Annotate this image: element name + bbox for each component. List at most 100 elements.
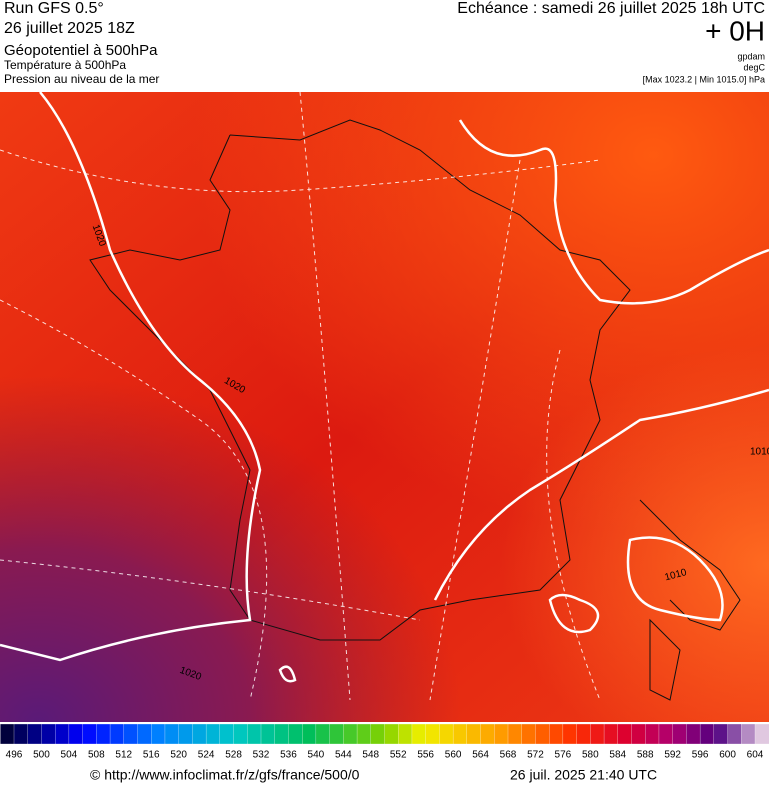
colorbar-swatch	[205, 723, 221, 745]
colorbar-swatch	[164, 723, 180, 745]
colorbar-swatch	[562, 723, 578, 745]
contour-label: 1010	[750, 447, 769, 458]
colorbar-label: 504	[61, 750, 78, 761]
colorbar-swatch	[370, 723, 386, 745]
colorbar-swatch	[233, 723, 248, 745]
colorbar-label: 552	[390, 750, 407, 761]
colorbar-swatch	[741, 723, 756, 745]
footer: © http://www.infoclimat.fr/z/gfs/france/…	[90, 767, 657, 783]
colorbar-swatch	[699, 723, 715, 745]
unit: degC	[743, 62, 765, 72]
colorbar-swatch	[549, 723, 564, 745]
colorbar-swatch	[617, 723, 633, 745]
colorbar-swatch	[384, 723, 399, 745]
colorbar-swatch	[27, 723, 43, 745]
colorbar-label: 536	[280, 750, 297, 761]
forecast-time: Echéance : samedi 26 juillet 2025 18h UT…	[457, 0, 765, 17]
colorbar-swatch	[0, 723, 15, 745]
colorbar-swatch	[356, 723, 372, 745]
isobar	[0, 91, 262, 662]
colorbar-swatch	[439, 723, 454, 745]
colorbar-swatch	[494, 723, 509, 745]
colorbar-swatch	[727, 723, 742, 745]
colorbar-swatch	[658, 723, 674, 745]
colorbar-swatch	[713, 723, 729, 745]
colorbar-label: 584	[609, 750, 626, 761]
colorbar-label: 532	[253, 750, 270, 761]
colorbar-swatch	[576, 723, 591, 745]
map: 1020 1020 1020 1010 1010	[0, 91, 769, 722]
colorbar-swatch	[178, 723, 194, 745]
colorbar-label: 548	[362, 750, 379, 761]
timestamp: 26 juil. 2025 21:40 UTC	[510, 767, 657, 783]
colorbar-swatch	[645, 723, 660, 745]
colorbar-label: 568	[500, 750, 517, 761]
colorbar-swatch	[672, 723, 688, 745]
colorbar-swatch	[315, 723, 331, 745]
colorbar-swatch	[96, 723, 111, 745]
colorbar-swatch	[590, 723, 605, 745]
colorbar-label: 604	[747, 750, 764, 761]
colorbar-label: 580	[582, 750, 599, 761]
colorbar-swatch	[137, 723, 152, 745]
colorbar-swatch	[68, 723, 84, 745]
colorbar-swatch	[452, 723, 468, 745]
colorbar-label: 508	[88, 750, 105, 761]
colorbar-swatch	[55, 723, 70, 745]
colorbar-label: 516	[143, 750, 160, 761]
colorbar-swatch	[260, 723, 276, 745]
colorbar-swatch	[109, 723, 125, 745]
unit: gpdam	[737, 51, 765, 61]
colorbar-swatch	[41, 723, 56, 745]
run-date: 26 juillet 2025 18Z	[4, 20, 135, 37]
colorbar-label: 524	[198, 750, 215, 761]
colorbar-swatch	[535, 723, 550, 745]
isotherm	[0, 91, 601, 701]
pressure-range: [Max 1023.2 | Min 1015.0] hPa	[643, 74, 765, 84]
source: © http://www.infoclimat.fr/z/gfs/france/…	[90, 767, 360, 783]
header: Run GFS 0.5° 26 juillet 2025 18Z Géopote…	[4, 0, 766, 86]
cold-area	[0, 92, 769, 722]
colorbar-swatch	[288, 723, 303, 745]
colorbar-swatch	[411, 723, 427, 745]
colorbar-swatch	[425, 723, 441, 745]
colorbar-swatch	[398, 723, 413, 745]
run-label: Run GFS 0.5°	[4, 0, 104, 17]
colorbar-swatch	[329, 723, 344, 745]
colorbar-swatch	[343, 723, 358, 745]
colorbar-swatch	[507, 723, 523, 745]
colorbar-swatch	[302, 723, 317, 745]
isobar	[433, 388, 769, 601]
colorbar-label: 496	[6, 750, 23, 761]
colorbar-label: 512	[115, 750, 132, 761]
colorbar-swatch	[123, 723, 139, 745]
colorbar-swatch	[192, 723, 207, 745]
colorbar-label: 588	[637, 750, 654, 761]
colorbar-swatch	[151, 723, 166, 745]
colorbar-label: 520	[170, 750, 187, 761]
colorbar-swatch	[82, 723, 97, 745]
coastline	[639, 499, 741, 701]
colorbar-label: 544	[335, 750, 352, 761]
colorbar-label: 528	[225, 750, 242, 761]
colorbar-label: 560	[445, 750, 462, 761]
colorbar-label: 564	[472, 750, 489, 761]
colorbar: 496 500 504 508 512 516 520 524 528 532 536 540 544 5…	[0, 723, 769, 761]
lead-time: + 0H	[705, 15, 765, 46]
colorbar-swatch	[274, 723, 290, 745]
colorbar-swatch	[466, 723, 482, 745]
colorbar-swatch	[521, 723, 537, 745]
colorbar-label: 596	[692, 750, 709, 761]
field-title: Géopotentiel à 500hPa	[4, 42, 158, 59]
colorbar-label: 572	[527, 750, 544, 761]
field-subtitle: Température à 500hPa	[4, 58, 126, 72]
colorbar-label: 500	[33, 750, 50, 761]
colorbar-swatch	[219, 723, 235, 745]
colorbar-swatch	[754, 723, 769, 745]
colorbar-swatch	[480, 723, 495, 745]
field-subtitle: Pression au niveau de la mer	[4, 72, 159, 86]
colorbar-label: 592	[664, 750, 681, 761]
isobar	[278, 536, 724, 683]
isobar	[458, 119, 769, 305]
